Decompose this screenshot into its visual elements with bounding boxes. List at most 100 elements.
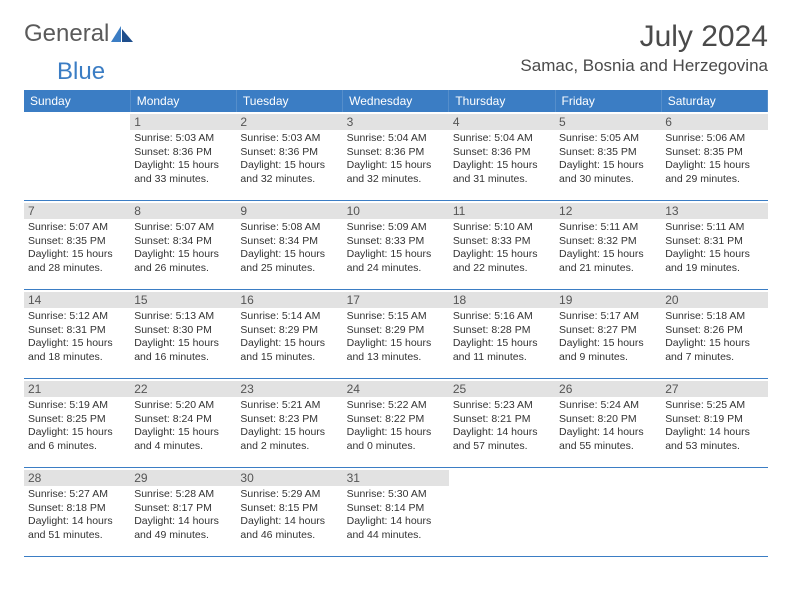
sunset-text: Sunset: 8:35 PM	[665, 146, 763, 160]
sunrise-text: Sunrise: 5:14 AM	[240, 310, 338, 324]
calendar-day-cell: 16Sunrise: 5:14 AMSunset: 8:29 PMDayligh…	[236, 290, 342, 379]
brand-logo: General	[24, 20, 135, 48]
sunrise-text: Sunrise: 5:23 AM	[453, 399, 551, 413]
calendar-day-cell: 27Sunrise: 5:25 AMSunset: 8:19 PMDayligh…	[661, 379, 767, 468]
sunset-text: Sunset: 8:31 PM	[665, 235, 763, 249]
calendar-day-cell: 13Sunrise: 5:11 AMSunset: 8:31 PMDayligh…	[661, 201, 767, 290]
calendar-day-cell: 19Sunrise: 5:17 AMSunset: 8:27 PMDayligh…	[555, 290, 661, 379]
day-info: Sunrise: 5:11 AMSunset: 8:32 PMDaylight:…	[559, 221, 657, 276]
calendar-day-cell: 20 Sunrise: 5:18 AMSunset: 8:26 PMDayligh…	[661, 290, 767, 379]
day-number: 2	[236, 114, 342, 130]
day-number: 12	[555, 203, 661, 219]
sunset-text: Sunset: 8:26 PM	[665, 324, 763, 338]
calendar-day-cell: 1Sunrise: 5:03 AMSunset: 8:36 PMDaylight…	[130, 112, 236, 201]
day-number: 28	[24, 470, 130, 486]
sunrise-text: Sunrise: 5:11 AM	[665, 221, 763, 235]
day-info: Sunrise: 5:15 AMSunset: 8:29 PMDaylight:…	[347, 310, 445, 365]
calendar-day-cell: 3Sunrise: 5:04 AMSunset: 8:36 PMDaylight…	[343, 112, 449, 201]
calendar-day-cell: 24Sunrise: 5:22 AMSunset: 8:22 PMDayligh…	[343, 379, 449, 468]
day-number: 8	[130, 203, 236, 219]
sunset-text: Sunset: 8:33 PM	[453, 235, 551, 249]
sunset-text: Sunset: 8:20 PM	[559, 413, 657, 427]
brand-part2: Blue	[57, 58, 792, 86]
daylight-text: Daylight: 14 hours and 55 minutes.	[559, 426, 657, 453]
daylight-text: Daylight: 15 hours and 6 minutes.	[28, 426, 126, 453]
sunset-text: Sunset: 8:23 PM	[240, 413, 338, 427]
day-number: 15	[130, 292, 236, 308]
day-number: 14	[24, 292, 130, 308]
calendar-day-cell: 30Sunrise: 5:29 AMSunset: 8:15 PMDayligh…	[236, 468, 342, 557]
calendar-day-cell: 22Sunrise: 5:20 AMSunset: 8:24 PMDayligh…	[130, 379, 236, 468]
sunrise-text: Sunrise: 5:12 AM	[28, 310, 126, 324]
day-info: Sunrise: 5:12 AMSunset: 8:31 PMDaylight:…	[28, 310, 126, 365]
sunset-text: Sunset: 8:15 PM	[240, 502, 338, 516]
calendar-day-cell: 9Sunrise: 5:08 AMSunset: 8:34 PMDaylight…	[236, 201, 342, 290]
day-info: Sunrise: 5:19 AMSunset: 8:25 PMDaylight:…	[28, 399, 126, 454]
sunrise-text: Sunrise: 5:09 AM	[347, 221, 445, 235]
daylight-text: Daylight: 15 hours and 11 minutes.	[453, 337, 551, 364]
daylight-text: Daylight: 15 hours and 13 minutes.	[347, 337, 445, 364]
day-info: Sunrise: 5:18 AMSunset: 8:26 PMDaylight:…	[665, 310, 763, 365]
sunrise-text: Sunrise: 5:13 AM	[134, 310, 232, 324]
calendar-day-cell: 31Sunrise: 5:30 AMSunset: 8:14 PMDayligh…	[343, 468, 449, 557]
sunset-text: Sunset: 8:33 PM	[347, 235, 445, 249]
sunset-text: Sunset: 8:28 PM	[453, 324, 551, 338]
day-number: 19	[555, 292, 661, 308]
day-number: 24	[343, 381, 449, 397]
day-info: Sunrise: 5:03 AMSunset: 8:36 PMDaylight:…	[240, 132, 338, 187]
calendar-day-cell: 25Sunrise: 5:23 AMSunset: 8:21 PMDayligh…	[449, 379, 555, 468]
weekday-header: Tuesday	[236, 90, 342, 112]
sunrise-text: Sunrise: 5:05 AM	[559, 132, 657, 146]
day-number: 17	[343, 292, 449, 308]
calendar-day-cell: 6Sunrise: 5:06 AMSunset: 8:35 PMDaylight…	[661, 112, 767, 201]
day-info: Sunrise: 5:29 AMSunset: 8:15 PMDaylight:…	[240, 488, 338, 543]
day-info: Sunrise: 5:03 AMSunset: 8:36 PMDaylight:…	[134, 132, 232, 187]
sunrise-text: Sunrise: 5:24 AM	[559, 399, 657, 413]
sunset-text: Sunset: 8:35 PM	[559, 146, 657, 160]
sunrise-text: Sunrise: 5:18 AM	[665, 310, 763, 324]
calendar-day-cell: 26 Sunrise: 5:24 AMSunset: 8:20 PMDayligh…	[555, 379, 661, 468]
calendar-table: Sunday Monday Tuesday Wednesday Thursday…	[24, 90, 768, 557]
day-number: 26	[555, 381, 661, 397]
daylight-text: Daylight: 15 hours and 2 minutes.	[240, 426, 338, 453]
daylight-text: Daylight: 15 hours and 30 minutes.	[559, 159, 657, 186]
sunrise-text: Sunrise: 5:06 AM	[665, 132, 763, 146]
daylight-text: Daylight: 15 hours and 0 minutes.	[347, 426, 445, 453]
sunset-text: Sunset: 8:17 PM	[134, 502, 232, 516]
weekday-header: Monday	[130, 90, 236, 112]
daylight-text: Daylight: 15 hours and 9 minutes.	[559, 337, 657, 364]
sunset-text: Sunset: 8:36 PM	[453, 146, 551, 160]
sunrise-text: Sunrise: 5:08 AM	[240, 221, 338, 235]
calendar-day-cell: 5Sunrise: 5:05 AMSunset: 8:35 PMDaylight…	[555, 112, 661, 201]
daylight-text: Daylight: 14 hours and 44 minutes.	[347, 515, 445, 542]
daylight-text: Daylight: 15 hours and 32 minutes.	[347, 159, 445, 186]
calendar-day-cell	[449, 468, 555, 557]
daylight-text: Daylight: 15 hours and 15 minutes.	[240, 337, 338, 364]
calendar-day-cell: 23Sunrise: 5:21 AMSunset: 8:23 PMDayligh…	[236, 379, 342, 468]
calendar-day-cell: 8 Sunrise: 5:07 AMSunset: 8:34 PMDaylight…	[130, 201, 236, 290]
calendar-day-cell: 15Sunrise: 5:13 AMSunset: 8:30 PMDayligh…	[130, 290, 236, 379]
day-info: Sunrise: 5:07 AMSunset: 8:34 PMDaylight:…	[134, 221, 232, 276]
daylight-text: Daylight: 15 hours and 29 minutes.	[665, 159, 763, 186]
weekday-header: Wednesday	[343, 90, 449, 112]
sunrise-text: Sunrise: 5:04 AM	[453, 132, 551, 146]
day-number: 29	[130, 470, 236, 486]
brand-part1: General	[24, 20, 109, 48]
calendar-day-cell: 29 Sunrise: 5:28 AMSunset: 8:17 PMDayligh…	[130, 468, 236, 557]
sunset-text: Sunset: 8:36 PM	[240, 146, 338, 160]
daylight-text: Daylight: 15 hours and 7 minutes.	[665, 337, 763, 364]
weekday-header: Saturday	[661, 90, 767, 112]
day-info: Sunrise: 5:05 AMSunset: 8:35 PMDaylight:…	[559, 132, 657, 187]
day-number: 20	[661, 292, 767, 308]
day-number: 9	[236, 203, 342, 219]
calendar-day-cell: 12 Sunrise: 5:11 AMSunset: 8:32 PMDayligh…	[555, 201, 661, 290]
sunrise-text: Sunrise: 5:29 AM	[240, 488, 338, 502]
sunset-text: Sunset: 8:34 PM	[134, 235, 232, 249]
weekday-header: Sunday	[24, 90, 130, 112]
daylight-text: Daylight: 15 hours and 4 minutes.	[134, 426, 232, 453]
day-info: Sunrise: 5:28 AMSunset: 8:17 PMDaylight:…	[134, 488, 232, 543]
calendar-week-row: 21Sunrise: 5:19 AMSunset: 8:25 PMDayligh…	[24, 379, 768, 468]
day-number: 11	[449, 203, 555, 219]
daylight-text: Daylight: 14 hours and 51 minutes.	[28, 515, 126, 542]
calendar-day-cell: 7Sunrise: 5:07 AMSunset: 8:35 PMDaylight…	[24, 201, 130, 290]
